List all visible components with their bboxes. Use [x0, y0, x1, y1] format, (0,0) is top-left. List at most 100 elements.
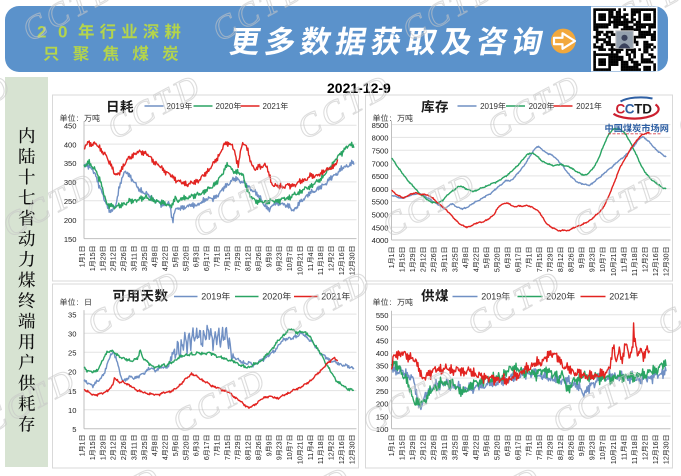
svg-text:2: 2: [329, 252, 336, 256]
svg-text:11: 11: [621, 453, 628, 460]
svg-text:200: 200: [376, 400, 389, 409]
svg-text:15: 15: [225, 252, 232, 260]
svg-text:7: 7: [225, 267, 232, 271]
svg-text:29: 29: [235, 441, 242, 449]
svg-text:3: 3: [142, 456, 149, 460]
svg-text:29: 29: [235, 252, 242, 260]
svg-text:15: 15: [90, 441, 97, 449]
svg-text:26: 26: [121, 441, 128, 449]
svg-text:12: 12: [349, 456, 356, 464]
svg-text:17: 17: [204, 252, 211, 260]
svg-text:550: 550: [376, 311, 389, 320]
svg-text:10: 10: [611, 268, 618, 276]
svg-text:29: 29: [547, 441, 554, 449]
svg-text:15: 15: [537, 253, 544, 261]
svg-text:2: 2: [421, 268, 428, 272]
svg-text:15: 15: [225, 441, 232, 449]
svg-text:2: 2: [37, 23, 46, 42]
svg-text:9: 9: [590, 456, 597, 460]
svg-text:2: 2: [329, 441, 336, 445]
svg-text:1: 1: [389, 253, 396, 257]
svg-text:3: 3: [142, 267, 149, 271]
svg-text:26: 26: [121, 252, 128, 260]
svg-text:29: 29: [100, 252, 107, 260]
svg-text:6: 6: [505, 264, 512, 268]
svg-text:4: 4: [463, 452, 470, 456]
svg-text:23: 23: [590, 253, 597, 261]
svg-text:10: 10: [298, 267, 305, 275]
svg-text:9: 9: [266, 252, 273, 256]
svg-text:7: 7: [214, 263, 221, 267]
svg-text:2020: 2020: [529, 102, 547, 111]
svg-text:2: 2: [121, 456, 128, 460]
svg-text:1: 1: [389, 264, 396, 268]
svg-text:11: 11: [318, 457, 325, 464]
svg-text:20: 20: [183, 441, 190, 449]
svg-text:2021: 2021: [576, 102, 594, 111]
svg-text:7: 7: [526, 264, 533, 268]
svg-text:5: 5: [173, 452, 180, 456]
svg-text:5: 5: [495, 456, 502, 460]
svg-text:T: T: [634, 102, 643, 117]
svg-text:250: 250: [376, 387, 389, 396]
svg-text:26: 26: [431, 253, 438, 261]
svg-text:7: 7: [287, 441, 294, 445]
svg-text:D: D: [642, 102, 652, 117]
svg-text:18: 18: [632, 253, 639, 261]
svg-text:17: 17: [204, 441, 211, 449]
svg-text:5: 5: [173, 263, 180, 267]
svg-text:7: 7: [287, 252, 294, 256]
svg-text:7: 7: [537, 268, 544, 272]
svg-text:25: 25: [452, 441, 459, 449]
svg-text:2019: 2019: [480, 102, 498, 111]
svg-text:2021: 2021: [263, 102, 281, 111]
svg-text:2: 2: [421, 456, 428, 460]
svg-text:4: 4: [152, 263, 159, 267]
svg-text:8: 8: [256, 456, 263, 460]
svg-text:25: 25: [142, 441, 149, 449]
svg-text:1: 1: [80, 452, 87, 456]
svg-text:2020: 2020: [216, 102, 234, 111]
svg-text:4: 4: [163, 267, 170, 271]
svg-text:7: 7: [600, 253, 607, 257]
svg-text:5: 5: [484, 452, 491, 456]
svg-text:26: 26: [569, 441, 576, 449]
svg-text:15: 15: [400, 253, 407, 261]
svg-text:16: 16: [653, 441, 660, 449]
svg-text:1: 1: [389, 441, 396, 445]
svg-text:6: 6: [194, 263, 201, 267]
svg-text:1: 1: [100, 456, 107, 460]
svg-text:10: 10: [600, 264, 607, 272]
svg-text:5: 5: [183, 267, 190, 271]
svg-text:9: 9: [277, 267, 284, 271]
svg-text:500: 500: [376, 324, 389, 333]
svg-text:1: 1: [100, 267, 107, 271]
svg-text:4: 4: [463, 264, 470, 268]
svg-text:6000: 6000: [372, 185, 389, 194]
svg-text:7: 7: [547, 456, 554, 460]
svg-text:12: 12: [339, 267, 346, 275]
svg-text:26: 26: [256, 441, 263, 449]
svg-text:9: 9: [579, 253, 586, 257]
svg-text:30: 30: [68, 329, 76, 338]
svg-text:22: 22: [163, 252, 170, 260]
svg-text:11: 11: [318, 268, 325, 275]
svg-text:15: 15: [68, 387, 76, 396]
svg-text:10: 10: [611, 456, 618, 464]
svg-text:10: 10: [298, 456, 305, 464]
svg-text:23: 23: [590, 441, 597, 449]
svg-text:8: 8: [246, 267, 253, 271]
svg-text:150: 150: [376, 412, 389, 421]
svg-text:100: 100: [376, 425, 389, 434]
svg-text:21: 21: [611, 253, 618, 261]
svg-text:15: 15: [537, 441, 544, 449]
svg-text:11: 11: [308, 453, 315, 460]
svg-text:18: 18: [318, 252, 325, 260]
svg-text:2021-12-9: 2021-12-9: [327, 80, 391, 96]
svg-text:7: 7: [547, 268, 554, 272]
svg-text:1: 1: [90, 456, 97, 460]
svg-text:3: 3: [452, 456, 459, 460]
svg-text:15: 15: [400, 441, 407, 449]
svg-text:6: 6: [516, 456, 523, 460]
svg-text:16: 16: [653, 253, 660, 261]
